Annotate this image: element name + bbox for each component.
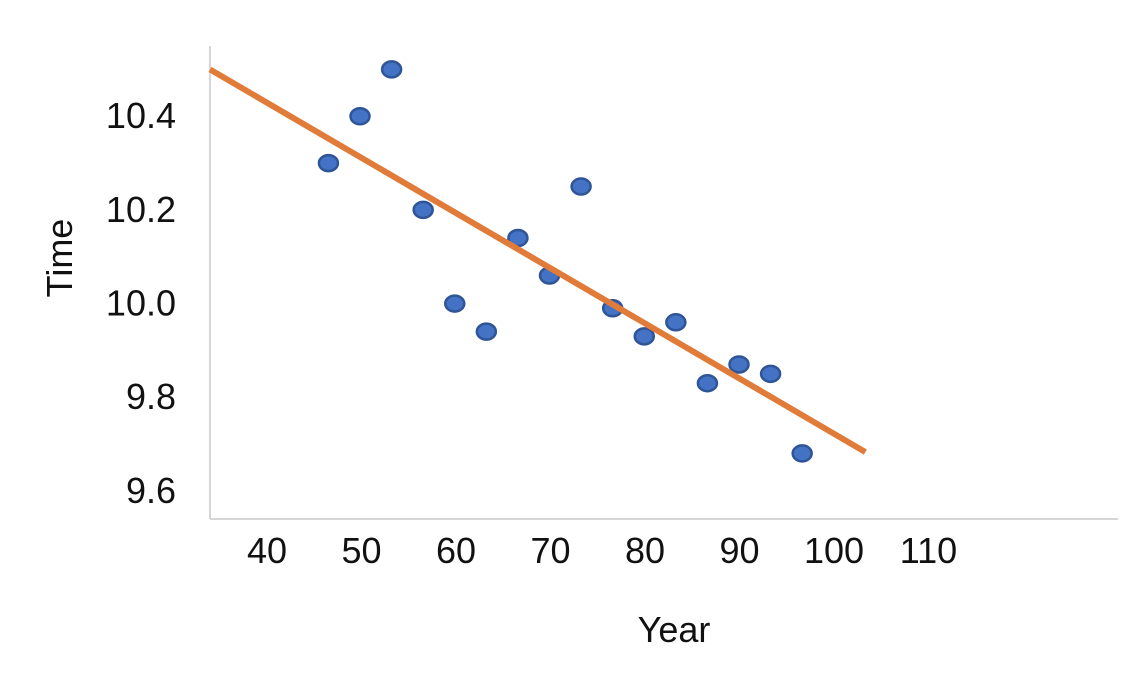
y-tick-label: 9.8: [126, 376, 176, 417]
x-tick-label: 100: [804, 530, 864, 571]
y-tick-label: 9.6: [126, 470, 176, 511]
x-tick-label: 50: [341, 530, 381, 571]
y-axis-title: Time: [39, 219, 80, 298]
data-points: [317, 60, 813, 463]
y-tick-label: 10.0: [106, 283, 176, 324]
data-point: [380, 60, 403, 79]
y-tick-label: 10.2: [106, 189, 176, 230]
data-point: [317, 153, 340, 173]
x-tick-label: 90: [719, 530, 759, 571]
y-tick-label: 10.4: [106, 95, 176, 136]
y-tick-labels: 9.6 9.8 10.0 10.2 10.4: [106, 95, 176, 511]
trend-line: [208, 66, 867, 455]
x-axis-title: Year: [638, 609, 711, 650]
x-tick-labels: 40 50 60 70 80 90 100 110: [247, 530, 957, 571]
axes: [209, 46, 1118, 520]
data-point: [665, 313, 687, 332]
data-point: [759, 364, 782, 384]
data-point: [728, 355, 750, 374]
data-point: [570, 177, 592, 196]
x-tick-label: 70: [530, 530, 570, 571]
data-point: [633, 327, 656, 346]
data-point: [412, 200, 434, 220]
data-point: [696, 373, 719, 393]
x-tick-label: 110: [900, 530, 957, 571]
x-tick-label: 40: [247, 530, 287, 571]
data-point: [444, 294, 466, 313]
data-point: [349, 106, 371, 126]
data-point: [791, 444, 813, 463]
data-point: [475, 322, 498, 341]
x-tick-label: 80: [625, 530, 665, 571]
x-tick-label: 60: [436, 530, 476, 571]
